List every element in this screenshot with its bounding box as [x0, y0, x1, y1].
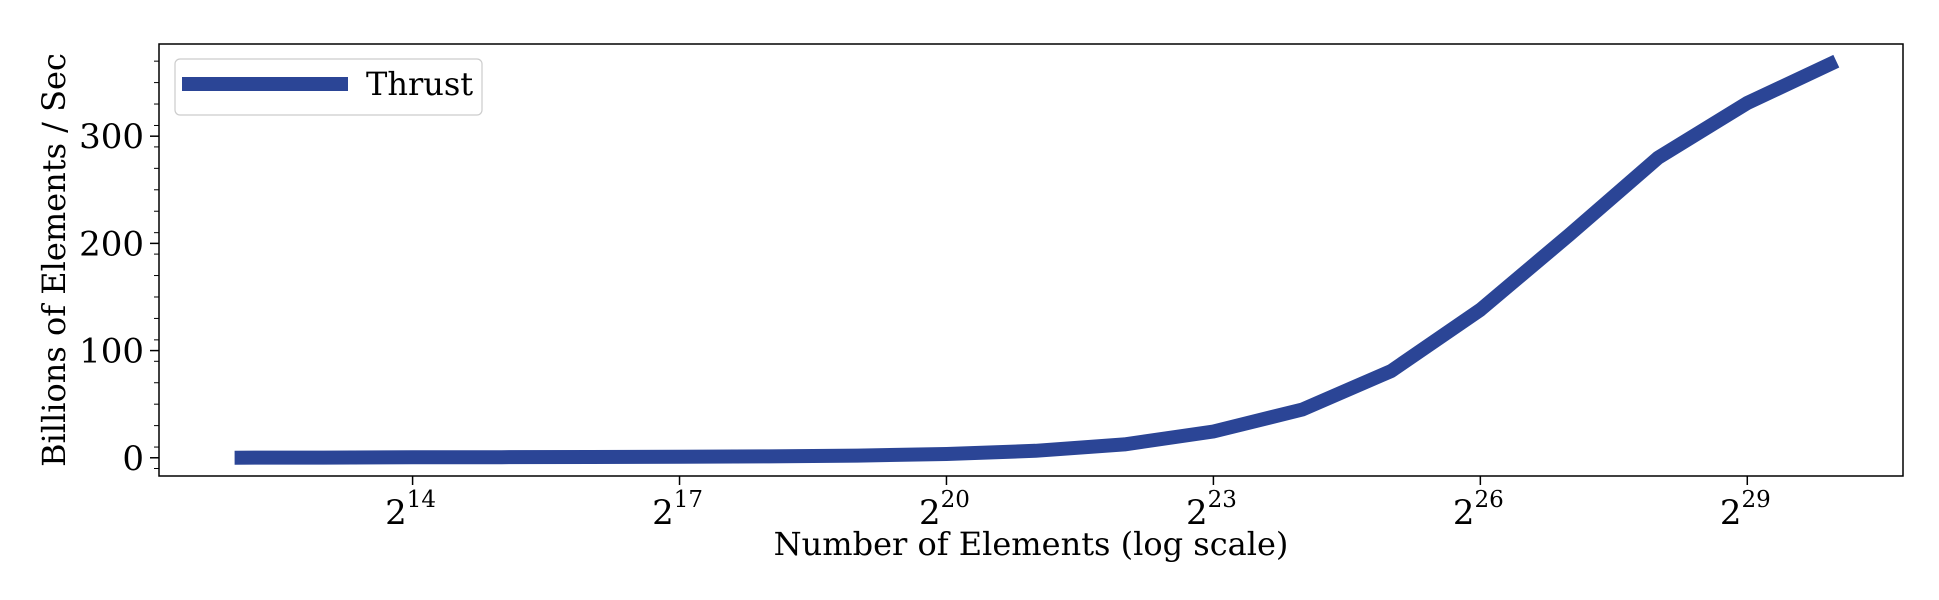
y-ticks: 0 100 200 300: [79, 117, 159, 479]
y-tick-label: 300: [79, 117, 144, 157]
x-axis-label: Number of Elements (log scale): [774, 525, 1289, 563]
legend: Thrust: [174, 58, 483, 116]
series-layer: [234, 54, 1840, 465]
x-tick-label: 229: [1720, 487, 1771, 533]
x-tick-label: 217: [652, 487, 703, 533]
y-tick-label: 0: [122, 439, 144, 479]
x-tick-label: 214: [385, 487, 436, 533]
plot-frame: [158, 43, 1904, 477]
x-tick-label: 220: [919, 487, 970, 533]
y-axis-label: Billions of Elements / Sec: [35, 53, 73, 467]
legend-label-thrust: Thrust: [366, 65, 473, 103]
series-line-thrust: [234, 54, 1840, 465]
y-tick-label: 100: [79, 332, 144, 372]
y-minor-ticks: [154, 60, 159, 469]
x-tick-label: 226: [1453, 487, 1504, 533]
y-tick-label: 200: [79, 224, 144, 264]
x-tick-label: 223: [1186, 487, 1237, 533]
x-ticks: 214 217 220 223 226 229: [385, 476, 1771, 533]
